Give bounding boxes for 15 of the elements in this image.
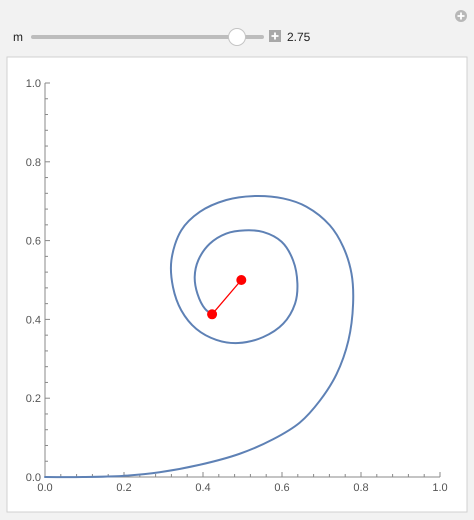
text: 2.75 — [287, 30, 311, 44]
x-tick-label: 0.4 — [195, 482, 211, 494]
x-tick-label: 0.6 — [274, 482, 290, 494]
line-series — [44, 195, 354, 478]
y-tick-label: 0.6 — [26, 236, 41, 248]
y-tick-label: 0.0 — [26, 472, 41, 484]
x-tick-label: 0.8 — [353, 482, 369, 494]
y-tick-label: 1.0 — [26, 78, 41, 90]
x-tick-label: 0.0 — [37, 482, 53, 494]
y-tick-label: 0.2 — [26, 393, 41, 406]
x-tick-label: 0.2 — [116, 482, 132, 494]
y-tick-label: 0.4 — [26, 314, 41, 326]
text: m — [13, 30, 23, 44]
x-tick-label: 1.0 — [432, 482, 448, 494]
y-tick-label: 0.8 — [26, 156, 41, 169]
